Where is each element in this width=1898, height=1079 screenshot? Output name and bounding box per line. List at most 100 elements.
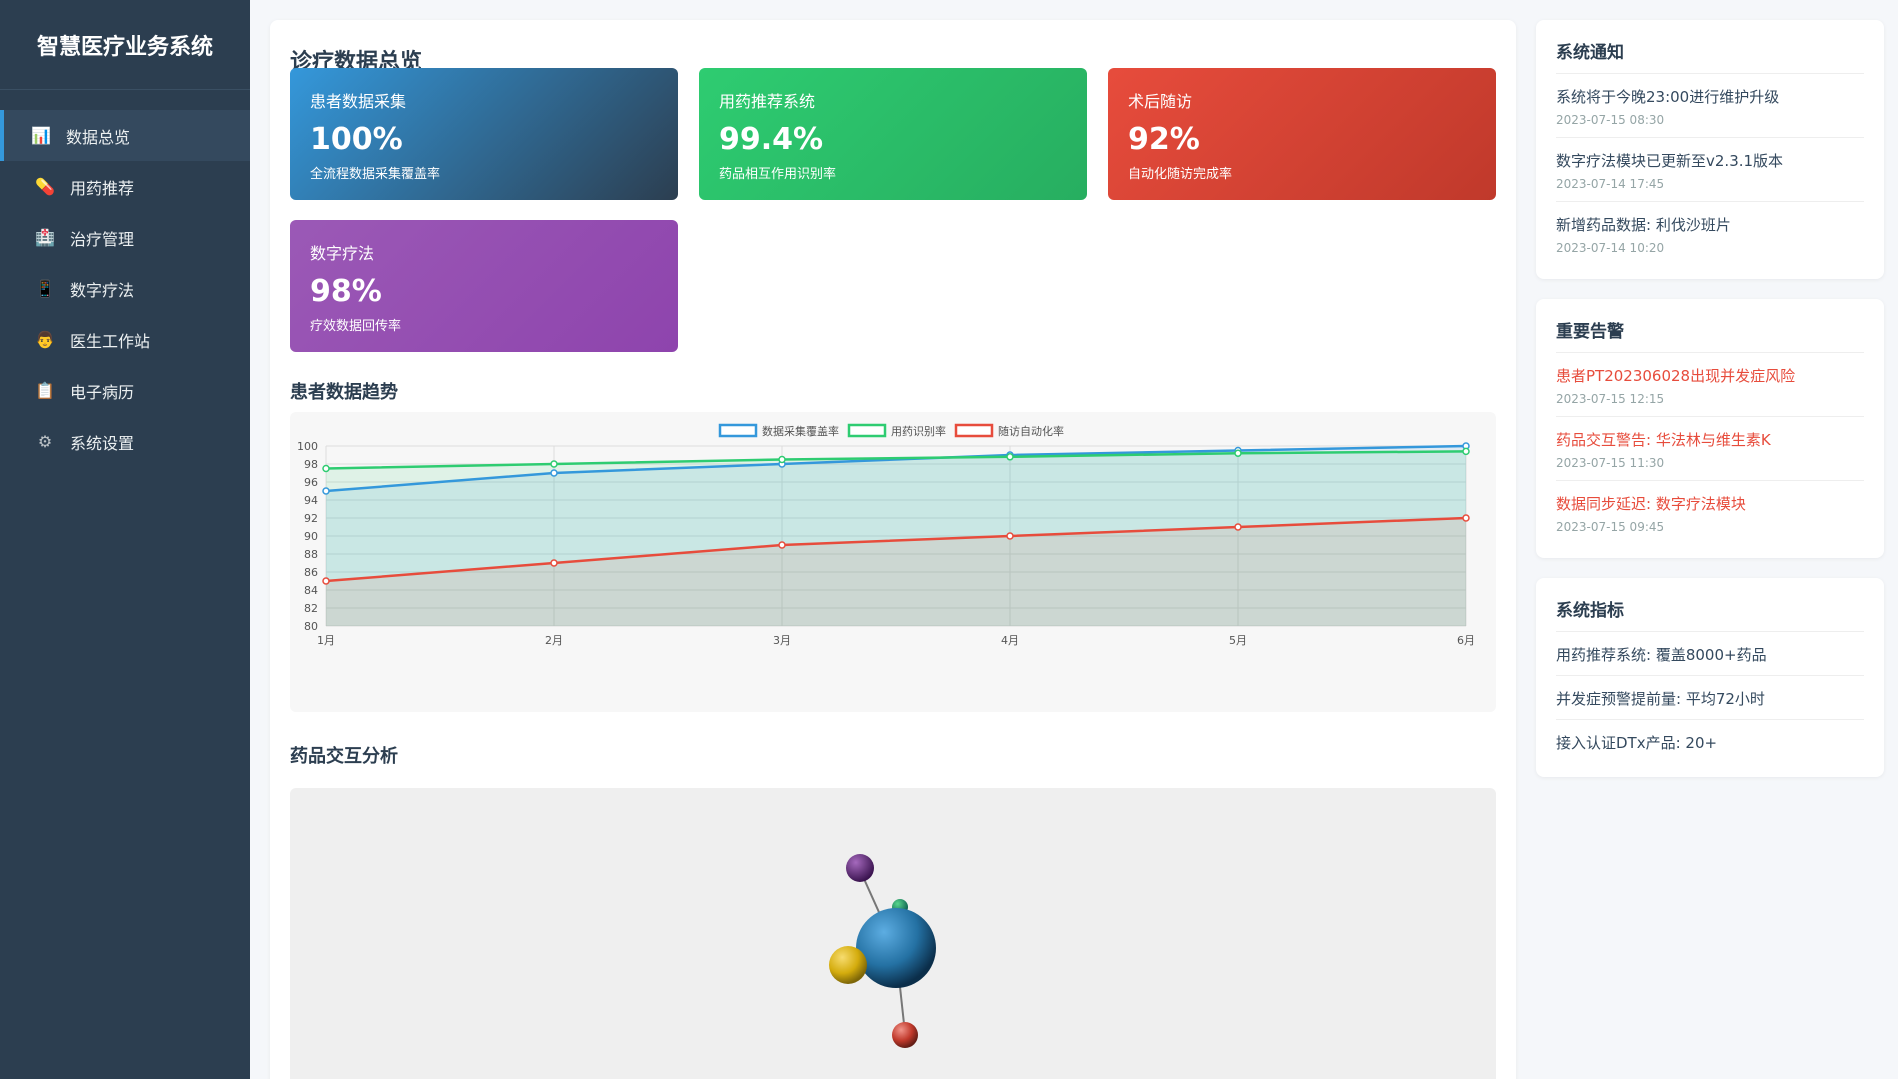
data-point — [1234, 523, 1242, 531]
alert-text: 数据同步延迟: 数字疗法模块 — [1556, 495, 1746, 513]
sidebar-item-label: 数据总览 — [66, 127, 131, 147]
metric-panel-title: 系统指标 — [1556, 596, 1864, 632]
gear-icon: ⚙ — [37, 432, 53, 451]
card-desc: 全流程数据采集覆盖率 — [310, 167, 441, 182]
data-point — [550, 559, 558, 567]
sidebar-item-medication[interactable]: 💊 用药推荐 — [0, 161, 250, 212]
data-point — [1462, 514, 1470, 522]
alert-text: 患者PT202306028出现并发症风险 — [1556, 367, 1796, 385]
sidebar-item-label: 治疗管理 — [70, 229, 135, 249]
data-point — [778, 541, 786, 549]
sidebar: 智慧医疗业务系统 📊 数据总览 💊 用药推荐 🏥 治疗管理 📱 数字疗法 👨 医… — [0, 0, 250, 1079]
sidebar-item-label: 电子病历 — [70, 382, 135, 402]
atom-yellow — [829, 946, 867, 984]
atom-center — [856, 908, 936, 988]
sidebar-item-treatment[interactable]: 🏥 治疗管理 — [0, 212, 250, 263]
atom-red — [892, 1022, 918, 1048]
series-area — [326, 446, 1466, 626]
notice-item[interactable]: 系统将于今晚23:00进行维护升级 2023-07-15 08:30 — [1556, 74, 1864, 138]
data-point — [1006, 532, 1014, 540]
y-tick-label: 90 — [304, 530, 318, 543]
legend-swatch — [954, 423, 994, 438]
legend-label: 随访自动化率 — [998, 424, 1064, 438]
sidebar-nav: 📊 数据总览 💊 用药推荐 🏥 治疗管理 📱 数字疗法 👨 医生工作站 📋 电子… — [0, 110, 250, 467]
notice-text: 数字疗法模块已更新至v2.3.1版本 — [1556, 152, 1784, 170]
stat-card[interactable]: 患者数据采集 100% 全流程数据采集覆盖率 — [290, 68, 678, 200]
notice-time: 2023-07-15 08:30 — [1556, 113, 1665, 127]
series-line — [325, 450, 1467, 470]
right-column: 系统通知 系统将于今晚23:00进行维护升级 2023-07-15 08:30 … — [1536, 20, 1884, 797]
y-tick-label: 86 — [304, 566, 318, 579]
sidebar-item-overview[interactable]: 📊 数据总览 — [0, 110, 250, 161]
sidebar-item-label: 系统设置 — [70, 433, 135, 453]
trend-chart[interactable]: 80 82 84 86 88 90 92 94 96 98 100 1月 2月 3月 4月 5月 6月 数据采集覆… — [290, 412, 1496, 712]
metric-item: 并发症预警提前量: 平均72小时 — [1556, 676, 1864, 720]
y-tick-label: 84 — [304, 584, 318, 597]
x-tick-label: 3月 — [773, 634, 791, 647]
y-tick-label: 94 — [304, 494, 318, 507]
stat-card[interactable]: 用药推荐系统 99.4% 药品相互作用识别率 — [699, 68, 1087, 200]
data-point — [1234, 449, 1242, 457]
card-desc: 疗效数据回传率 — [310, 319, 402, 334]
notice-panel: 系统通知 系统将于今晚23:00进行维护升级 2023-07-15 08:30 … — [1536, 20, 1884, 279]
series-line — [325, 516, 1467, 583]
data-point — [322, 464, 330, 473]
x-tick-label: 6月 — [1457, 634, 1475, 647]
sidebar-item-label: 数字疗法 — [70, 280, 135, 300]
stat-cards: 患者数据采集 100% 全流程数据采集覆盖率 用药推荐系统 99.4% 药品相互… — [290, 68, 1496, 352]
y-tick-label: 100 — [297, 440, 318, 453]
card-value: 92% — [1128, 122, 1200, 157]
metric-item: 用药推荐系统: 覆盖8000+药品 — [1556, 632, 1864, 676]
notice-text: 系统将于今晚23:00进行维护升级 — [1556, 88, 1780, 106]
trend-chart-svg: 80 82 84 86 88 90 92 94 96 98 100 1月 2月 3月 4月 5月 6月 数据采集覆… — [297, 423, 1475, 647]
x-tick-label: 4月 — [1001, 634, 1019, 647]
data-point — [322, 487, 330, 495]
card-title: 数字疗法 — [310, 244, 375, 263]
stat-card[interactable]: 术后随访 92% 自动化随访完成率 — [1108, 68, 1496, 200]
x-tick-label: 1月 — [317, 634, 335, 647]
y-tick-label: 80 — [304, 620, 318, 633]
notice-text: 新增药品数据: 利伐沙班片 — [1556, 216, 1731, 234]
x-tick-label: 2月 — [545, 634, 563, 647]
legend-swatch — [718, 423, 758, 438]
card-value: 100% — [310, 122, 403, 157]
sidebar-item-digital-therapy[interactable]: 📱 数字疗法 — [0, 263, 250, 314]
sidebar-item-label: 医生工作站 — [70, 331, 151, 351]
notice-time: 2023-07-14 17:45 — [1556, 177, 1665, 191]
drug-interaction-viewer[interactable] — [290, 788, 1496, 1079]
card-value: 98% — [310, 274, 382, 309]
metric-item: 接入认证DTx产品: 20+ — [1556, 734, 1718, 752]
legend-label: 用药识别率 — [891, 424, 946, 438]
notice-panel-title: 系统通知 — [1556, 38, 1864, 74]
data-point — [322, 577, 330, 585]
app-brand: 智慧医疗业务系统 — [0, 0, 250, 90]
sidebar-item-settings[interactable]: ⚙ 系统设置 — [0, 416, 250, 467]
alert-time: 2023-07-15 09:45 — [1556, 520, 1665, 534]
data-point — [1462, 447, 1470, 456]
sidebar-item-emr[interactable]: 📋 电子病历 — [0, 365, 250, 416]
notice-item[interactable]: 数字疗法模块已更新至v2.3.1版本 2023-07-14 17:45 — [1556, 138, 1864, 202]
sidebar-item-label: 用药推荐 — [70, 178, 135, 198]
atom-purple — [846, 854, 874, 882]
alert-item[interactable]: 药品交互警告: 华法林与维生素K 2023-07-15 11:30 — [1556, 417, 1864, 481]
series-line — [325, 444, 1467, 493]
pill-icon: 💊 — [35, 177, 55, 196]
notice-item[interactable]: 新增药品数据: 利伐沙班片 2023-07-14 10:20 — [1556, 202, 1864, 265]
alert-item[interactable]: 数据同步延迟: 数字疗法模块 2023-07-15 09:45 — [1556, 481, 1864, 544]
card-desc: 药品相互作用识别率 — [719, 167, 837, 182]
card-title: 患者数据采集 — [310, 92, 407, 111]
stat-card[interactable]: 数字疗法 98% 疗效数据回传率 — [290, 220, 678, 352]
alert-item[interactable]: 患者PT202306028出现并发症风险 2023-07-15 12:15 — [1556, 353, 1864, 417]
card-desc: 自动化随访完成率 — [1128, 167, 1233, 182]
chart-icon: 📊 — [31, 126, 51, 145]
phone-icon: 📱 — [35, 279, 55, 298]
y-tick-label: 92 — [304, 512, 318, 525]
hospital-icon: 🏥 — [35, 228, 55, 247]
legend-label: 数据采集覆盖率 — [762, 424, 839, 438]
card-title: 术后随访 — [1128, 92, 1193, 111]
y-tick-label: 82 — [304, 602, 318, 615]
alert-panel-title: 重要告警 — [1556, 317, 1864, 353]
molecule-graphic — [829, 854, 936, 1048]
sidebar-item-doctor-station[interactable]: 👨 医生工作站 — [0, 314, 250, 365]
interaction-section-title: 药品交互分析 — [290, 746, 398, 767]
